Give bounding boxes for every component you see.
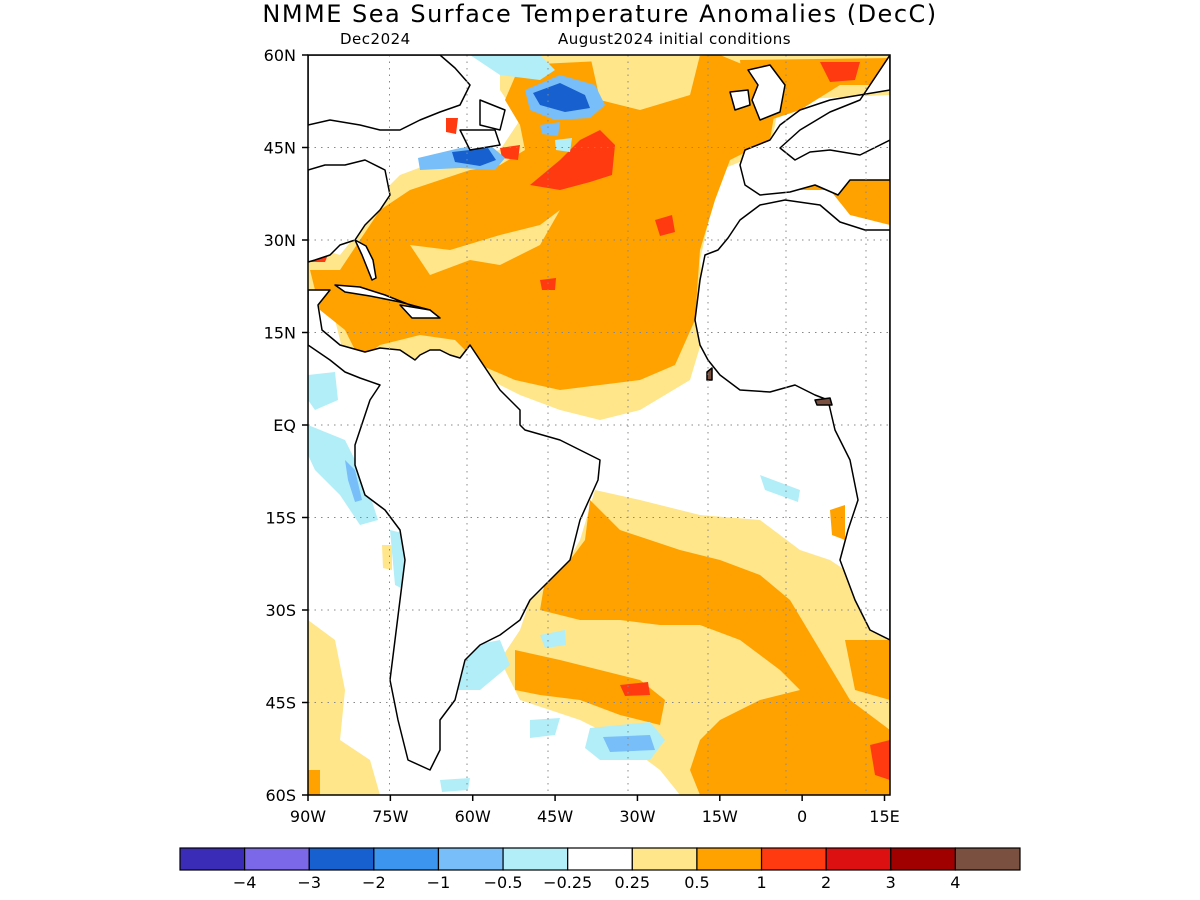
anomaly-region: [500, 145, 520, 160]
legend-swatch: [954, 847, 1021, 871]
map-area: [308, 55, 890, 795]
legend-swatch: [373, 847, 440, 871]
valid-date-subtitle: Dec2024: [340, 30, 411, 48]
legend-swatch: [890, 847, 956, 871]
lat-tick-label: 45S: [265, 694, 296, 713]
anomaly-region: [760, 475, 800, 502]
lat-tick-label: 30N: [264, 231, 296, 250]
anomaly-region: [540, 122, 560, 136]
lon-tick-label: 15W: [702, 807, 738, 826]
legend-label: 2: [821, 873, 831, 892]
legend-swatch: [308, 847, 375, 871]
newfoundland: [479, 99, 506, 131]
lon-tick-label: 0: [797, 807, 807, 826]
madagascar-like-island: [814, 397, 833, 406]
anomaly-region: [410, 210, 560, 275]
legend-label: −4: [233, 873, 257, 892]
anomaly-region: [540, 500, 890, 795]
legend-label: 0.25: [614, 873, 650, 892]
lat-tick-label: 45N: [264, 139, 296, 158]
lon-tick-label: 90W: [290, 807, 326, 826]
map-title: NMME Sea Surface Temperature Anomalies (…: [262, 0, 937, 28]
anomaly-region: [845, 640, 890, 700]
west-africa-island: [706, 367, 713, 381]
north-america-east-coast: [308, 159, 391, 263]
legend-swatch: [760, 847, 827, 871]
anomaly-region: [470, 55, 555, 80]
anomaly-region: [603, 735, 655, 752]
anomaly-region: [452, 148, 496, 166]
anomaly-region: [590, 55, 700, 110]
land-layer: [308, 55, 890, 771]
legend-label: −2: [362, 873, 386, 892]
nova-scotia: [459, 129, 501, 151]
initial-conditions-subtitle: August2024 initial conditions: [558, 30, 791, 48]
iberia-europe: [739, 55, 890, 196]
lon-tick-label: 15E: [869, 807, 899, 826]
central-america: [308, 289, 601, 771]
anomaly-region: [308, 770, 320, 795]
legend-swatch: [437, 847, 504, 871]
anomaly-region: [440, 778, 470, 792]
legend-swatch: [696, 847, 763, 871]
lat-tick-label: 15N: [264, 324, 296, 343]
legend-label: 4: [950, 873, 960, 892]
color-legend: −4 −3 −2 −1 −0.5 −0.25 0.25 0.5 1 2 3 4: [179, 847, 1021, 892]
ireland: [729, 89, 751, 111]
legend-label: −3: [297, 873, 321, 892]
anomaly-region: [382, 545, 392, 570]
anomaly-region: [308, 372, 338, 410]
legend-label: 0.5: [684, 873, 709, 892]
anomaly-region: [533, 83, 590, 112]
legend-swatch: [631, 847, 698, 871]
legend-label: 1: [756, 873, 766, 892]
great-britain: [747, 64, 786, 121]
anomaly-region: [308, 620, 380, 795]
lon-tick-label: 75W: [372, 807, 408, 826]
legend-label: −0.25: [543, 873, 592, 892]
longitude-axis: 90W 75W 60W 45W 30W 15W 0 15E: [290, 795, 900, 826]
lon-tick-label: 60W: [455, 807, 491, 826]
anomaly-region: [540, 630, 566, 648]
lat-tick-label: 30S: [265, 601, 296, 620]
florida: [354, 239, 377, 281]
anomaly-region: [530, 130, 615, 190]
anomaly-region: [870, 740, 890, 780]
africa: [694, 199, 890, 641]
legend-label: −1: [427, 873, 451, 892]
lon-tick-label: 30W: [619, 807, 655, 826]
lat-tick-label: 60N: [264, 46, 296, 65]
anomaly-region: [820, 62, 860, 82]
lat-tick-label: 60S: [265, 786, 296, 805]
anomaly-region: [345, 460, 362, 502]
lon-tick-label: 45W: [537, 807, 573, 826]
legend-swatch: [567, 847, 633, 871]
anomaly-region: [655, 215, 675, 236]
legend-swatch: [179, 847, 246, 871]
anomaly-region: [555, 138, 572, 152]
north-america-landmass: [308, 55, 471, 131]
lat-tick-label: EQ: [273, 416, 296, 435]
legend-label: 3: [886, 873, 896, 892]
legend-swatch: [502, 847, 569, 871]
anomaly-region: [446, 118, 458, 134]
legend-swatch: [244, 847, 310, 871]
lat-tick-label: 15S: [265, 509, 296, 528]
anomaly-region: [830, 505, 845, 540]
anomaly-region: [530, 718, 560, 738]
latitude-axis: 60N 45N 30N 15N EQ 15S 30S 45S 60S: [264, 46, 308, 805]
legend-label: −0.5: [484, 873, 523, 892]
legend-swatch: [825, 847, 892, 871]
hispaniola: [399, 304, 441, 319]
